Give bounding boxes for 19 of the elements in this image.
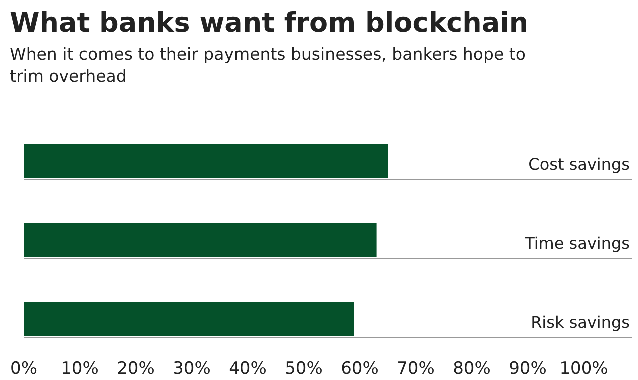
y-tick-label: Time savings: [524, 234, 630, 253]
x-tick-label: 20%: [117, 359, 155, 379]
bar: [24, 144, 388, 178]
x-tick-label: 80%: [453, 359, 491, 379]
x-tick-label: 10%: [61, 359, 99, 379]
x-tick-label: 90%: [509, 359, 547, 379]
x-tick-label: 50%: [285, 359, 323, 379]
chart-title: What banks want from blockchain: [10, 8, 529, 39]
x-tick-label: 30%: [173, 359, 211, 379]
x-tick-label: 0%: [10, 359, 38, 379]
bar: [24, 223, 377, 257]
x-tick-label: 60%: [341, 359, 379, 379]
chart-subtitle: When it comes to their payments businesses, bankers hope to trim overhead: [10, 45, 526, 86]
x-tick-label: 70%: [397, 359, 435, 379]
y-tick-label: Cost savings: [528, 155, 630, 174]
x-tick-label: 100%: [560, 359, 608, 379]
y-tick-label: Risk savings: [531, 313, 630, 332]
x-tick-label: 40%: [229, 359, 267, 379]
bar: [24, 302, 354, 336]
